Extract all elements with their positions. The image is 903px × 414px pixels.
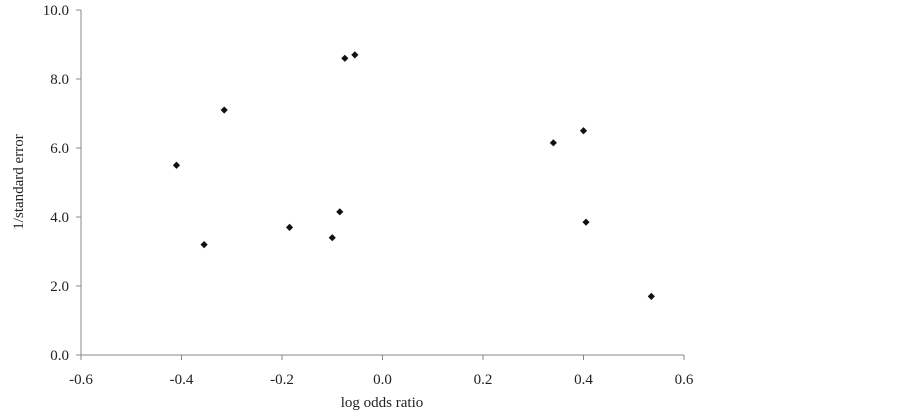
data-point	[336, 208, 344, 216]
y-axis-ticks: 0.0 2.0 4.0 6.0 8.0 10.0	[43, 3, 81, 364]
y-axis-title: 1/standard error	[11, 134, 27, 229]
data-point	[341, 54, 349, 62]
y-tick-label: 10.0	[43, 3, 69, 19]
x-tick-label: -0.2	[270, 372, 294, 388]
data-point	[200, 241, 208, 249]
y-tick-label: 8.0	[50, 72, 69, 88]
x-tick-label: 0.4	[574, 372, 593, 388]
y-tick-label: 6.0	[50, 141, 69, 157]
x-tick-label: -0.4	[170, 372, 194, 388]
data-point	[549, 139, 557, 147]
data-point	[579, 127, 588, 135]
x-axis-title: log odds ratio	[341, 395, 424, 411]
y-tick-label: 0.0	[50, 348, 69, 364]
data-point	[647, 292, 655, 300]
data-point	[328, 234, 336, 242]
y-tick-label: 2.0	[50, 279, 69, 295]
data-point	[351, 51, 359, 59]
x-tick-label: 0.6	[675, 372, 694, 388]
data-point	[285, 223, 294, 231]
x-tick-label: 0.0	[373, 372, 392, 388]
x-axis-ticks: -0.6 -0.4 -0.2 0.0 0.2 0.4 0.6	[69, 355, 694, 388]
data-point	[220, 106, 228, 114]
data-point	[582, 218, 590, 226]
x-tick-label: -0.6	[69, 372, 93, 388]
y-tick-label: 4.0	[50, 210, 69, 226]
data-points	[172, 51, 655, 300]
x-tick-label: 0.2	[474, 372, 493, 388]
data-point	[172, 161, 181, 169]
